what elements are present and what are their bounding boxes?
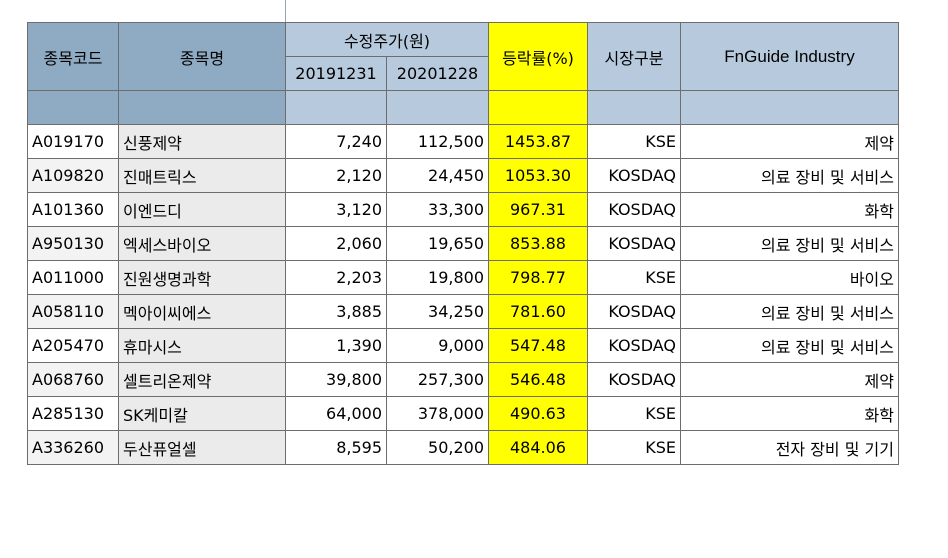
cell-name[interactable]: 휴마시스	[118, 328, 286, 363]
cell-code[interactable]: A068760	[27, 362, 119, 397]
cell-price-2020[interactable]: 19,650	[386, 226, 489, 261]
cell-industry[interactable]: 화학	[680, 192, 899, 227]
blank-cell[interactable]	[488, 90, 588, 125]
blank-cell[interactable]	[587, 90, 681, 125]
cell-change[interactable]: 781.60	[488, 294, 588, 329]
blank-cell[interactable]	[285, 90, 387, 125]
table-row: A205470 휴마시스 1,390 9,000 547.48 KOSDAQ 의료 장비 및…	[27, 328, 899, 363]
cell-market[interactable]: KOSDAQ	[587, 192, 681, 227]
cell-market[interactable]: KOSDAQ	[587, 158, 681, 193]
header-industry[interactable]: FnGuide Industry	[680, 22, 899, 91]
cell-price-2020[interactable]: 112,500	[386, 124, 489, 159]
cell-market[interactable]: KSE	[587, 260, 681, 295]
table-row: A058110 멕아이씨에스 3,885 34,250 781.60 KOSDAQ 의료 장…	[27, 294, 899, 329]
cell-name[interactable]: 이엔드디	[118, 192, 286, 227]
header-date-2019[interactable]: 20191231	[285, 56, 387, 91]
blank-header-row	[27, 90, 899, 125]
header-code[interactable]: 종목코드	[27, 22, 119, 91]
cell-change[interactable]: 484.06	[488, 430, 588, 465]
cell-name[interactable]: 엑세스바이오	[118, 226, 286, 261]
cell-code[interactable]: A336260	[27, 430, 119, 465]
cell-price-2020[interactable]: 24,450	[386, 158, 489, 193]
cell-change[interactable]: 1453.87	[488, 124, 588, 159]
gridline	[285, 0, 286, 22]
cell-industry[interactable]: 화학	[680, 396, 899, 431]
table-row: A068760 셀트리온제약 39,800 257,300 546.48 KOSDAQ 제약	[27, 362, 899, 397]
cell-code[interactable]: A011000	[27, 260, 119, 295]
cell-name[interactable]: 신풍제약	[118, 124, 286, 159]
cell-change[interactable]: 546.48	[488, 362, 588, 397]
cell-price-2019[interactable]: 7,240	[285, 124, 387, 159]
cell-price-2020[interactable]: 34,250	[386, 294, 489, 329]
cell-code[interactable]: A285130	[27, 396, 119, 431]
cell-industry[interactable]: 의료 장비 및 서비스	[680, 226, 899, 261]
cell-industry[interactable]: 의료 장비 및 서비스	[680, 158, 899, 193]
table-row: A101360 이엔드디 3,120 33,300 967.31 KOSDAQ 화학	[27, 192, 899, 227]
cell-market[interactable]: KSE	[587, 396, 681, 431]
cell-code[interactable]: A101360	[27, 192, 119, 227]
cell-name[interactable]: 진매트릭스	[118, 158, 286, 193]
cell-change[interactable]: 798.77	[488, 260, 588, 295]
cell-industry[interactable]: 의료 장비 및 서비스	[680, 294, 899, 329]
cell-price-2020[interactable]: 50,200	[386, 430, 489, 465]
cell-price-2020[interactable]: 19,800	[386, 260, 489, 295]
cell-code[interactable]: A205470	[27, 328, 119, 363]
table-row: A019170 신풍제약 7,240 112,500 1453.87 KSE 제약	[27, 124, 899, 159]
cell-price-2020[interactable]: 378,000	[386, 396, 489, 431]
cell-price-2019[interactable]: 3,120	[285, 192, 387, 227]
cell-change[interactable]: 547.48	[488, 328, 588, 363]
cell-name[interactable]: 두산퓨얼셀	[118, 430, 286, 465]
cell-market[interactable]: KOSDAQ	[587, 362, 681, 397]
cell-change[interactable]: 967.31	[488, 192, 588, 227]
blank-cell[interactable]	[386, 90, 489, 125]
blank-cell[interactable]	[118, 90, 286, 125]
header-market[interactable]: 시장구분	[587, 22, 681, 91]
cell-industry[interactable]: 의료 장비 및 서비스	[680, 328, 899, 363]
cell-code[interactable]: A019170	[27, 124, 119, 159]
table-row: A285130 SK케미칼 64,000 378,000 490.63 KSE 화학	[27, 396, 899, 431]
cell-name[interactable]: 셀트리온제약	[118, 362, 286, 397]
header-change[interactable]: 등락률(%)	[488, 22, 588, 91]
cell-price-2019[interactable]: 3,885	[285, 294, 387, 329]
cell-change[interactable]: 853.88	[488, 226, 588, 261]
cell-price-2019[interactable]: 1,390	[285, 328, 387, 363]
cell-change[interactable]: 490.63	[488, 396, 588, 431]
cell-market[interactable]: KOSDAQ	[587, 294, 681, 329]
table-row: A011000 진원생명과학 2,203 19,800 798.77 KSE 바이오	[27, 260, 899, 295]
cell-name[interactable]: 진원생명과학	[118, 260, 286, 295]
table-row: A109820 진매트릭스 2,120 24,450 1053.30 KOSDAQ 의료 장…	[27, 158, 899, 193]
header-adj-price[interactable]: 수정주가(원)	[285, 22, 489, 57]
cell-change[interactable]: 1053.30	[488, 158, 588, 193]
cell-market[interactable]: KSE	[587, 430, 681, 465]
cell-industry[interactable]: 제약	[680, 362, 899, 397]
cell-name[interactable]: SK케미칼	[118, 396, 286, 431]
cell-code[interactable]: A109820	[27, 158, 119, 193]
header-name[interactable]: 종목명	[118, 22, 286, 91]
cell-industry[interactable]: 전자 장비 및 기기	[680, 430, 899, 465]
cell-price-2019[interactable]: 2,060	[285, 226, 387, 261]
header-date-2020[interactable]: 20201228	[386, 56, 489, 91]
cell-code[interactable]: A058110	[27, 294, 119, 329]
table-row: A336260 두산퓨얼셀 8,595 50,200 484.06 KSE 전자 장비 및 …	[27, 430, 899, 465]
cell-price-2019[interactable]: 2,203	[285, 260, 387, 295]
cell-market[interactable]: KOSDAQ	[587, 328, 681, 363]
cell-price-2019[interactable]: 39,800	[285, 362, 387, 397]
cell-price-2019[interactable]: 64,000	[285, 396, 387, 431]
cell-market[interactable]: KOSDAQ	[587, 226, 681, 261]
cell-industry[interactable]: 제약	[680, 124, 899, 159]
blank-cell[interactable]	[680, 90, 899, 125]
cell-name[interactable]: 멕아이씨에스	[118, 294, 286, 329]
cell-market[interactable]: KSE	[587, 124, 681, 159]
cell-price-2019[interactable]: 8,595	[285, 430, 387, 465]
table-row: A950130 엑세스바이오 2,060 19,650 853.88 KOSDAQ 의료 장…	[27, 226, 899, 261]
blank-cell[interactable]	[27, 90, 119, 125]
stock-table: 종목코드 종목명 수정주가(원) 등락률(%) 시장구분 FnGuide Ind…	[27, 22, 899, 465]
cell-price-2020[interactable]: 33,300	[386, 192, 489, 227]
cell-industry[interactable]: 바이오	[680, 260, 899, 295]
cell-code[interactable]: A950130	[27, 226, 119, 261]
cell-price-2019[interactable]: 2,120	[285, 158, 387, 193]
cell-price-2020[interactable]: 9,000	[386, 328, 489, 363]
cell-price-2020[interactable]: 257,300	[386, 362, 489, 397]
